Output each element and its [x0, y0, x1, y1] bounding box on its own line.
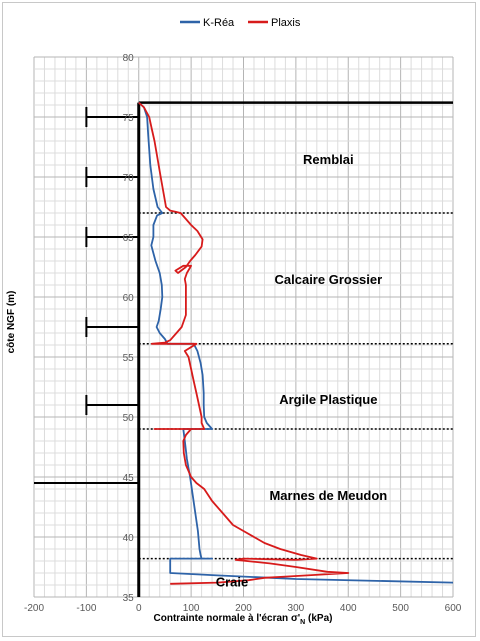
y-tick-label: 35 — [123, 593, 135, 604]
series-line-kra — [138, 101, 454, 584]
x-tick-label: 100 — [183, 603, 200, 614]
y-tick-label: 55 — [123, 353, 135, 364]
legend-label-plaxis: Plaxis — [271, 17, 301, 29]
x-axis-title-main: Contrainte normale à l'écran σ' — [154, 613, 301, 624]
y-tick-label: 65 — [123, 233, 135, 244]
y-tick-label: 75 — [123, 113, 135, 124]
y-tick-label: 40 — [123, 533, 135, 544]
x-tick-label: 200 — [235, 603, 252, 614]
y-axis-title: côte NGF (m) — [6, 291, 17, 354]
legend: K-Réa Plaxis — [180, 17, 301, 29]
x-tick-label: 400 — [340, 603, 357, 614]
x-axis-title-unit: (kPa) — [305, 613, 332, 624]
chart-frame — [2, 2, 476, 637]
x-tick-label: -200 — [24, 603, 44, 614]
retaining-structure — [34, 101, 453, 597]
x-tick-label: 600 — [445, 603, 462, 614]
layer-label: Argile Plastique — [279, 392, 377, 407]
x-tick-label: 500 — [392, 603, 409, 614]
layer-label: Marnes de Meudon — [269, 488, 387, 503]
x-axis-title: Contrainte normale à l'écran σ'N (kPa) — [154, 613, 333, 626]
layer-label: Remblai — [303, 152, 354, 167]
layer-label: Craie — [216, 574, 249, 589]
x-tick-label: 0 — [136, 603, 142, 614]
y-tick-label: 80 — [123, 53, 135, 64]
x-tick-label: 300 — [288, 603, 305, 614]
x-tick-label: -100 — [76, 603, 96, 614]
series-lines — [138, 101, 454, 585]
tick-labels: -200 -100 0 100 200 300 400 500 600 35 40 45 50 55 60 6… — [24, 53, 462, 614]
y-tick-label: 50 — [123, 413, 135, 424]
legend-label-kra: K-Réa — [203, 17, 235, 29]
y-tick-label: 45 — [123, 473, 135, 484]
series-line-plaxis — [138, 101, 350, 585]
layer-label: Calcaire Grossier — [275, 272, 383, 287]
layer-labels: Remblai Calcaire Grossier Argile Plastique… — [216, 152, 388, 589]
y-tick-label: 70 — [123, 173, 135, 184]
y-tick-label: 60 — [123, 293, 135, 304]
x-axis-title-sub: N — [300, 619, 305, 626]
